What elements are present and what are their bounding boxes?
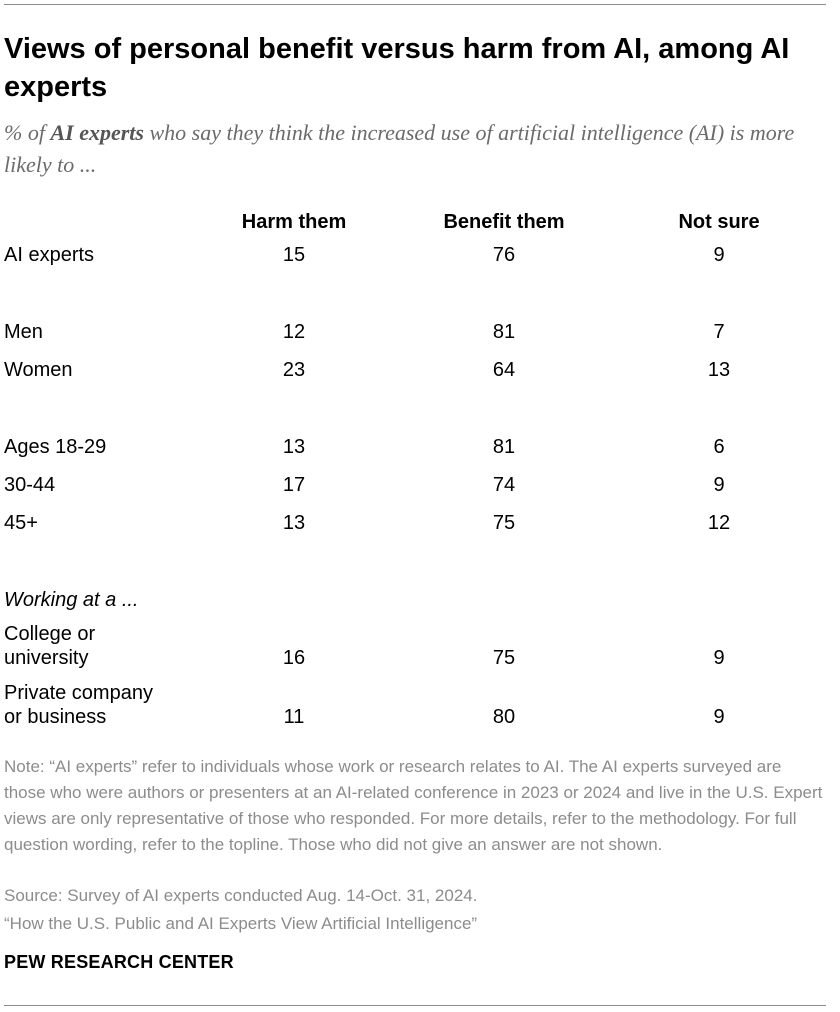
value-benefit: 75 <box>492 647 516 669</box>
row-label: 30-44 <box>4 474 56 496</box>
group-label-workplace: Working at a ... <box>4 589 139 611</box>
value-harm: 23 <box>282 359 306 381</box>
row-label: Private company or business <box>4 681 153 729</box>
row-label: Men <box>4 321 43 343</box>
chart-subtitle: % of AI experts who say they think the i… <box>4 117 824 181</box>
value-benefit: 81 <box>492 321 516 343</box>
value-benefit: 80 <box>492 706 516 728</box>
value-benefit: 74 <box>492 474 516 496</box>
value-benefit: 75 <box>492 512 516 534</box>
row-label-line: or business <box>4 706 107 728</box>
value-not-sure: 9 <box>713 647 725 669</box>
row-label-line: Private company <box>4 682 153 704</box>
column-header-benefit: Benefit them <box>443 211 565 233</box>
report-title: “How the U.S. Public and AI Experts View… <box>4 914 478 933</box>
row-label-line: university <box>4 647 89 669</box>
value-not-sure: 9 <box>713 474 725 496</box>
top-rule <box>4 4 826 5</box>
row-label: Ages 18-29 <box>4 436 107 458</box>
subtitle-emphasis: AI experts <box>50 120 144 145</box>
value-harm: 16 <box>282 647 306 669</box>
row-label-line: College or <box>4 623 96 645</box>
subtitle-suffix: who say they think the increased use of … <box>4 120 795 177</box>
chart-source: Source: Survey of AI experts conducted A… <box>4 886 478 905</box>
brand-logo-text: PEW RESEARCH CENTER <box>4 952 234 972</box>
value-harm: 11 <box>283 706 305 728</box>
subtitle-prefix: % of <box>4 120 51 145</box>
value-benefit: 64 <box>492 359 516 381</box>
value-not-sure: 7 <box>713 321 725 343</box>
chart-note: Note: “AI experts” refer to individuals … <box>4 757 823 854</box>
value-not-sure: 13 <box>707 359 731 381</box>
column-header-not-sure: Not sure <box>678 211 760 233</box>
row-label: 45+ <box>4 512 38 534</box>
column-header-harm: Harm them <box>241 211 347 233</box>
chart-title: Views of personal benefit versus harm fr… <box>4 33 790 103</box>
bottom-rule <box>4 1005 826 1006</box>
value-harm: 15 <box>282 244 306 266</box>
value-not-sure: 9 <box>713 244 725 266</box>
value-benefit: 81 <box>492 436 516 458</box>
value-harm: 13 <box>282 512 306 534</box>
row-label: AI experts <box>4 244 95 266</box>
value-harm: 12 <box>282 321 306 343</box>
value-not-sure: 6 <box>713 436 725 458</box>
value-not-sure: 9 <box>713 706 725 728</box>
value-harm: 13 <box>282 436 306 458</box>
value-benefit: 76 <box>492 244 516 266</box>
value-not-sure: 12 <box>707 512 731 534</box>
value-harm: 17 <box>282 474 306 496</box>
row-label: Women <box>4 359 73 381</box>
row-label: College or university <box>4 622 95 670</box>
